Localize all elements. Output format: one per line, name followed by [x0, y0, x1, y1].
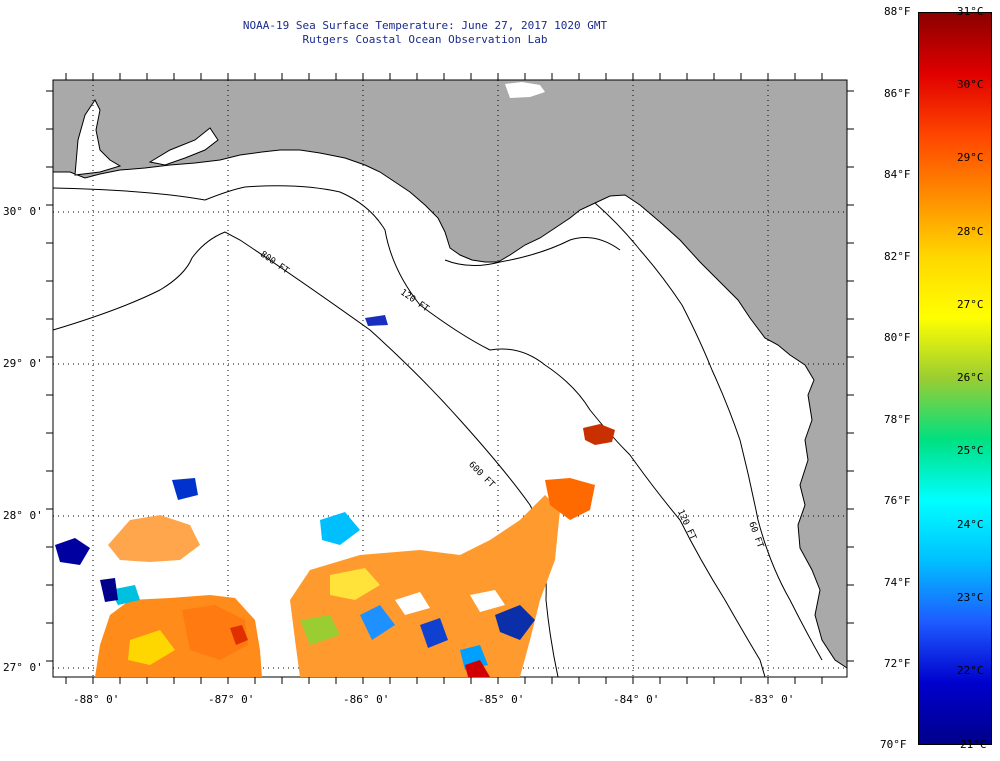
scale-label-c: 21°C [960, 738, 987, 751]
sst-data-layer [55, 315, 615, 677]
sst-patch [182, 605, 248, 660]
lon-label: -88° 0' [73, 693, 120, 706]
scale-label-c: 26°C [957, 371, 984, 384]
sst-patch [360, 605, 395, 640]
temperature-colorbar [918, 12, 992, 745]
sst-patch [495, 605, 535, 640]
lat-label: 30° 0' [3, 205, 43, 218]
scale-label-c: 22°C [957, 664, 984, 677]
scale-label-c: 29°C [957, 151, 984, 164]
scale-label-f: 70°F [880, 738, 907, 751]
scale-label-c: 31°C [957, 5, 984, 18]
lon-label: -85° 0' [478, 693, 525, 706]
lat-label: 27° 0' [3, 661, 43, 674]
land-mass [52, 79, 848, 669]
scale-label-f: 82°F [884, 250, 911, 263]
scale-label-c: 25°C [957, 444, 984, 457]
lat-label: 28° 0' [3, 509, 43, 522]
sst-patch [100, 578, 118, 602]
sst-patch [128, 630, 175, 665]
sst-patch [230, 625, 248, 645]
axis-ticks [46, 73, 854, 684]
sst-patch [108, 515, 200, 562]
sst-patch [320, 512, 360, 545]
sst-patch [365, 315, 388, 326]
scale-label-f: 86°F [884, 87, 911, 100]
map-subtitle: Rutgers Coastal Ocean Observation Lab [302, 33, 548, 46]
lon-label: -83° 0' [748, 693, 795, 706]
sst-patch [420, 618, 448, 648]
lon-label: -87° 0' [208, 693, 255, 706]
sst-patch [545, 478, 595, 520]
scale-label-f: 76°F [884, 494, 911, 507]
bay-water [74, 99, 122, 176]
sst-patch [395, 592, 430, 615]
sst-patch [465, 660, 490, 677]
scale-label-c: 30°C [957, 78, 984, 91]
lat-label: 29° 0' [3, 357, 43, 370]
lon-label: -86° 0' [343, 693, 390, 706]
sst-patch [290, 495, 560, 677]
scale-label-c: 27°C [957, 298, 984, 311]
scale-label-f: 78°F [884, 413, 911, 426]
scale-label-c: 23°C [957, 591, 984, 604]
scale-label-f: 84°F [884, 168, 911, 181]
scale-label-f: 88°F [884, 5, 911, 18]
sst-patch [300, 615, 340, 645]
scale-label-c: 28°C [957, 225, 984, 238]
sst-patch [583, 424, 615, 445]
inland-lake [505, 82, 545, 98]
scale-label-f: 80°F [884, 331, 911, 344]
sst-patch [172, 478, 198, 500]
scale-label-f: 72°F [884, 657, 911, 670]
scale-label-f: 74°F [884, 576, 911, 589]
map-title: NOAA-19 Sea Surface Temperature: June 27… [242, 19, 608, 32]
lon-label: -84° 0' [613, 693, 660, 706]
sst-patch [470, 590, 505, 612]
sst-patch [330, 568, 380, 600]
scale-label-c: 24°C [957, 518, 984, 531]
sst-patch [55, 538, 90, 565]
bay-water [148, 127, 219, 166]
